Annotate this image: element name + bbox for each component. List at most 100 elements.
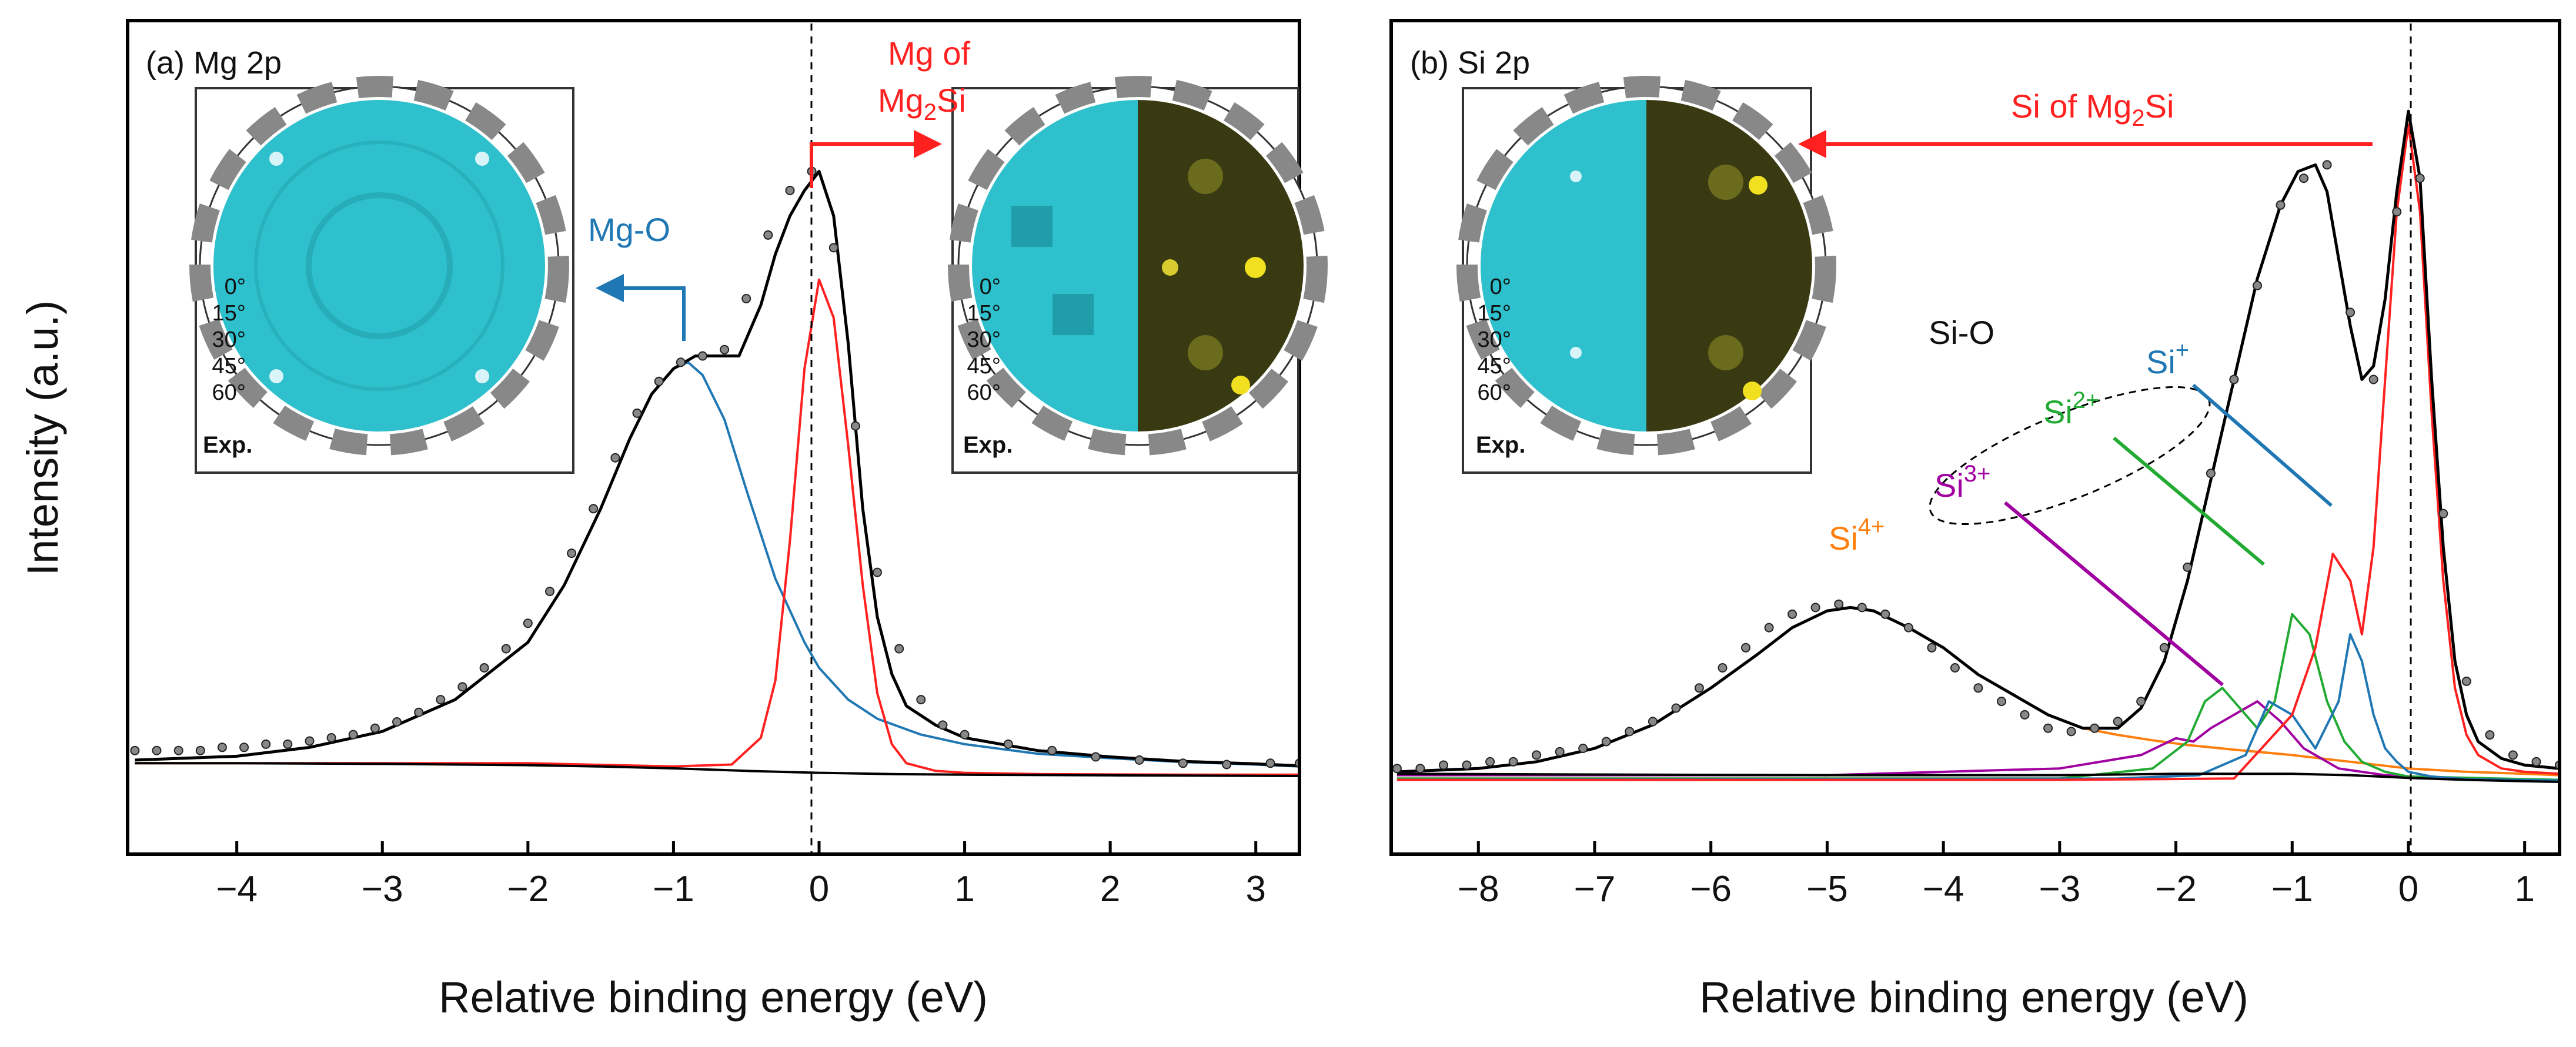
panel-b-x-tick-label: −7 <box>1574 869 1616 909</box>
panel-a-data-point <box>392 717 402 727</box>
panel-b-data-point <box>2508 750 2518 760</box>
panel-b-data-point <box>1973 683 1983 693</box>
panel-b-data-point <box>2346 307 2356 317</box>
panel-a-x-tick-label: −2 <box>507 869 549 909</box>
panel-b-data-point <box>1601 737 1611 747</box>
panel-a-data-point <box>261 739 271 749</box>
panel-a-data-point <box>479 663 489 673</box>
inset-a2-angle-label: 15° <box>967 301 1001 326</box>
panel-b-x-axis-label: Relative binding energy (eV) <box>1699 973 2248 1022</box>
panel-a-data-point <box>523 618 533 628</box>
panel-a-x-tick-label: 2 <box>1100 869 1120 909</box>
sio-group-ellipse <box>1929 386 2211 526</box>
panel-b-data-point <box>2159 643 2169 653</box>
panel-b-data-point <box>2020 710 2030 720</box>
panel-a-data-point <box>1047 745 1057 755</box>
panel-a-x-ticks: −4 −3 −2 −1 0 1 2 3 <box>216 841 1266 909</box>
panel-b-data-point <box>2113 717 2123 727</box>
panel-a-data-point <box>567 548 577 558</box>
panel-b-data-point <box>2322 160 2332 170</box>
inset-a2-angle-label: 45° <box>967 354 1001 379</box>
inset-b-angle-label: 0° <box>1490 275 1511 299</box>
panel-b-data-point <box>1671 703 1681 713</box>
panel-a-data-point <box>326 733 336 742</box>
panel-a-data-point <box>130 745 140 755</box>
leader-si2 <box>2113 436 2265 566</box>
panel-a-x-tick-label: 0 <box>809 869 829 909</box>
panel-a-data-point <box>938 720 948 730</box>
panel-b-data-point <box>1880 609 1890 619</box>
mg2si-pattern-sim-label: Sim. <box>1235 432 1284 458</box>
panel-a-data-point <box>763 230 773 240</box>
panel-b-data-point <box>1439 760 1448 770</box>
panel-a-data-point <box>1222 760 1232 770</box>
panel-a-data-point <box>1178 758 1188 768</box>
si-pattern-exp-half <box>1481 100 1646 431</box>
panel-b-data-point <box>2229 374 2239 384</box>
panel-b-data-point <box>2066 727 2076 737</box>
inset-a1-angle-label: 45° <box>212 354 246 379</box>
mgo-pattern-disc <box>213 100 545 431</box>
panel-b-data-point <box>1927 643 1937 653</box>
panel-a-x-tick-label: −4 <box>216 869 258 909</box>
annotation-mg2si: Mg2Si <box>878 82 966 125</box>
panel-b-data-point <box>1694 683 1704 693</box>
panel-a-data-point <box>436 695 446 705</box>
panel-b-x-tick-label: 0 <box>2398 869 2418 909</box>
panel-a-data-point <box>960 730 970 740</box>
panel-b-x-tick-label: −4 <box>1923 869 1964 909</box>
annotation-si-o: Si-O <box>1929 314 1994 351</box>
panel-b-data-point <box>1857 603 1867 613</box>
panel-a-series-background <box>135 762 1299 777</box>
panel-a-data-point <box>545 587 554 596</box>
mgo-pattern-exp-label: Exp. <box>203 432 252 458</box>
panel-a-data-point <box>283 739 293 749</box>
panel-a-x-tick-label: 1 <box>954 869 974 909</box>
inset-a2-angle-label: 0° <box>980 275 1001 299</box>
inset-a2-angle-label: 60° <box>967 380 1001 405</box>
panel-a-data-point <box>239 742 249 752</box>
annotation-si3: Si3+ <box>1934 461 1990 504</box>
panel-b-data-point <box>2043 723 2053 733</box>
panel-b-data-point <box>1508 757 1518 767</box>
panel-a-x-tick-label: −3 <box>362 869 403 909</box>
panel-b-data-point <box>2485 730 2495 740</box>
panel-b: −8 −7 −6 −5 −4 −3 −2 −1 0 1 Relative binding ener… <box>1389 19 2561 1022</box>
panel-b-data-point <box>1834 599 1844 609</box>
panel-b-series-si- <box>1396 633 2560 782</box>
inset-b-angle-label: 15° <box>1478 301 1511 326</box>
panel-b-data-point <box>2415 173 2425 183</box>
inset-a2-angle-label: 30° <box>967 327 1001 352</box>
inset-b-angle-label: 60° <box>1478 380 1511 405</box>
mg2si-pattern-exp-half <box>972 100 1138 431</box>
panel-b-x-tick-label: 1 <box>2514 869 2534 909</box>
si-pattern-exp-label: Exp. <box>1476 432 1525 458</box>
panel-a-data-point <box>1091 752 1101 762</box>
panel-a-series-layer <box>130 166 1299 777</box>
panel-a-data-point <box>785 186 795 195</box>
panel-a-data-point <box>632 408 642 418</box>
annotation-si2: Si2+ <box>2043 387 2099 430</box>
panel-a-data-point <box>501 644 511 654</box>
panel-a-data-point <box>741 294 751 303</box>
panel-b-frame <box>1389 19 2561 856</box>
arrow-mgo <box>596 274 686 341</box>
panel-b-data-point <box>2090 723 2100 733</box>
panel-b-data-point <box>2461 676 2471 686</box>
panel-a-data-point <box>916 695 926 705</box>
panel-b-x-tick-label: −2 <box>2155 869 2197 909</box>
si-pattern-sim-half <box>1646 100 1812 431</box>
panel-b-x-tick-label: −5 <box>1806 869 1848 909</box>
panel-a-data-point <box>152 745 162 755</box>
panel-b-data-point <box>2368 374 2378 384</box>
panel-a-label: (a) Mg 2p <box>146 45 282 81</box>
panel-b-data-point <box>1578 744 1588 753</box>
panel-b-data-point <box>1415 764 1425 774</box>
panel-b-data-point <box>1648 717 1658 727</box>
panel-b-series-si2- <box>1396 613 2560 781</box>
panel-a-data-point <box>195 745 205 755</box>
panel-b-data-point <box>2136 697 2146 707</box>
arrow-mg2si <box>810 130 942 188</box>
leader-si3 <box>2004 501 2224 687</box>
panel-b-data-point <box>1997 697 2006 707</box>
